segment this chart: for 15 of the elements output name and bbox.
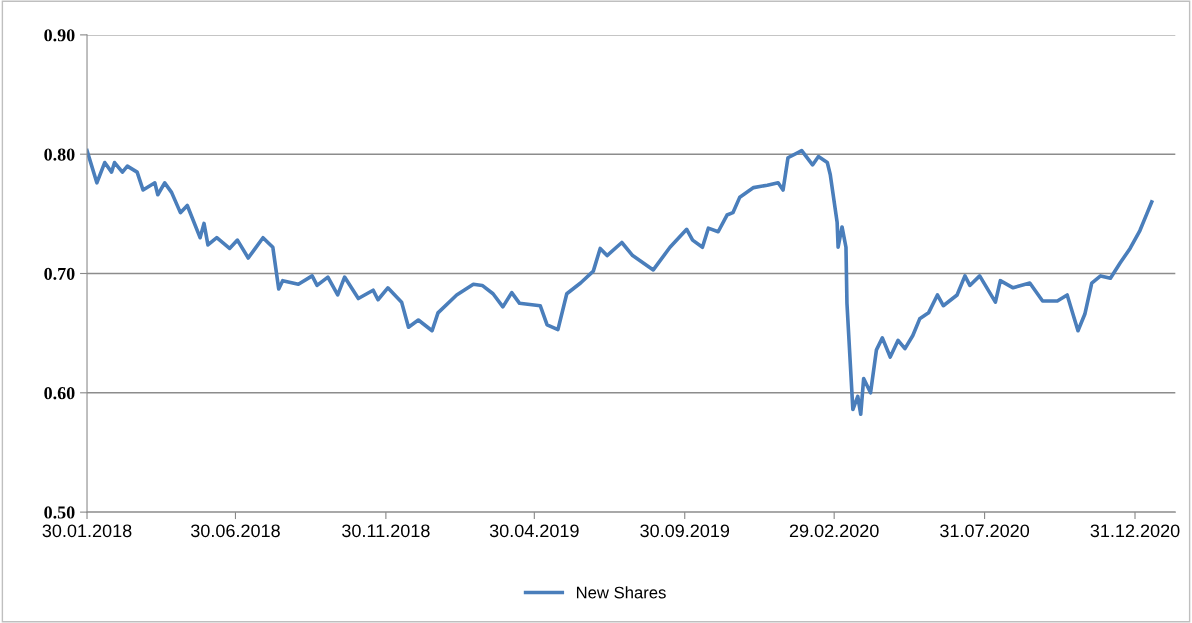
x-tick-label: 31.07.2020 (940, 524, 1030, 538)
legend-label: New Shares (576, 586, 666, 599)
x-tick-label: 31.12.2020 (1090, 524, 1180, 538)
x-tick-label: 29.02.2020 (789, 524, 879, 538)
x-tick-label: 30.11.2018 (342, 524, 430, 538)
y-tick-label: 0.50 (44, 506, 75, 519)
y-tick-label: 0.90 (44, 29, 75, 42)
y-tick-label: 0.70 (44, 267, 75, 281)
x-tick-label: 30.06.2018 (190, 524, 280, 538)
y-tick-label: 0.60 (44, 387, 75, 400)
line-series (87, 148, 1154, 417)
x-tick-label: 30.01.2018 (42, 524, 132, 538)
x-tick-label: 30.09.2019 (640, 524, 730, 538)
y-tick-label: 0.80 (44, 148, 75, 161)
x-tick-label: 30.04.2019 (489, 524, 579, 538)
